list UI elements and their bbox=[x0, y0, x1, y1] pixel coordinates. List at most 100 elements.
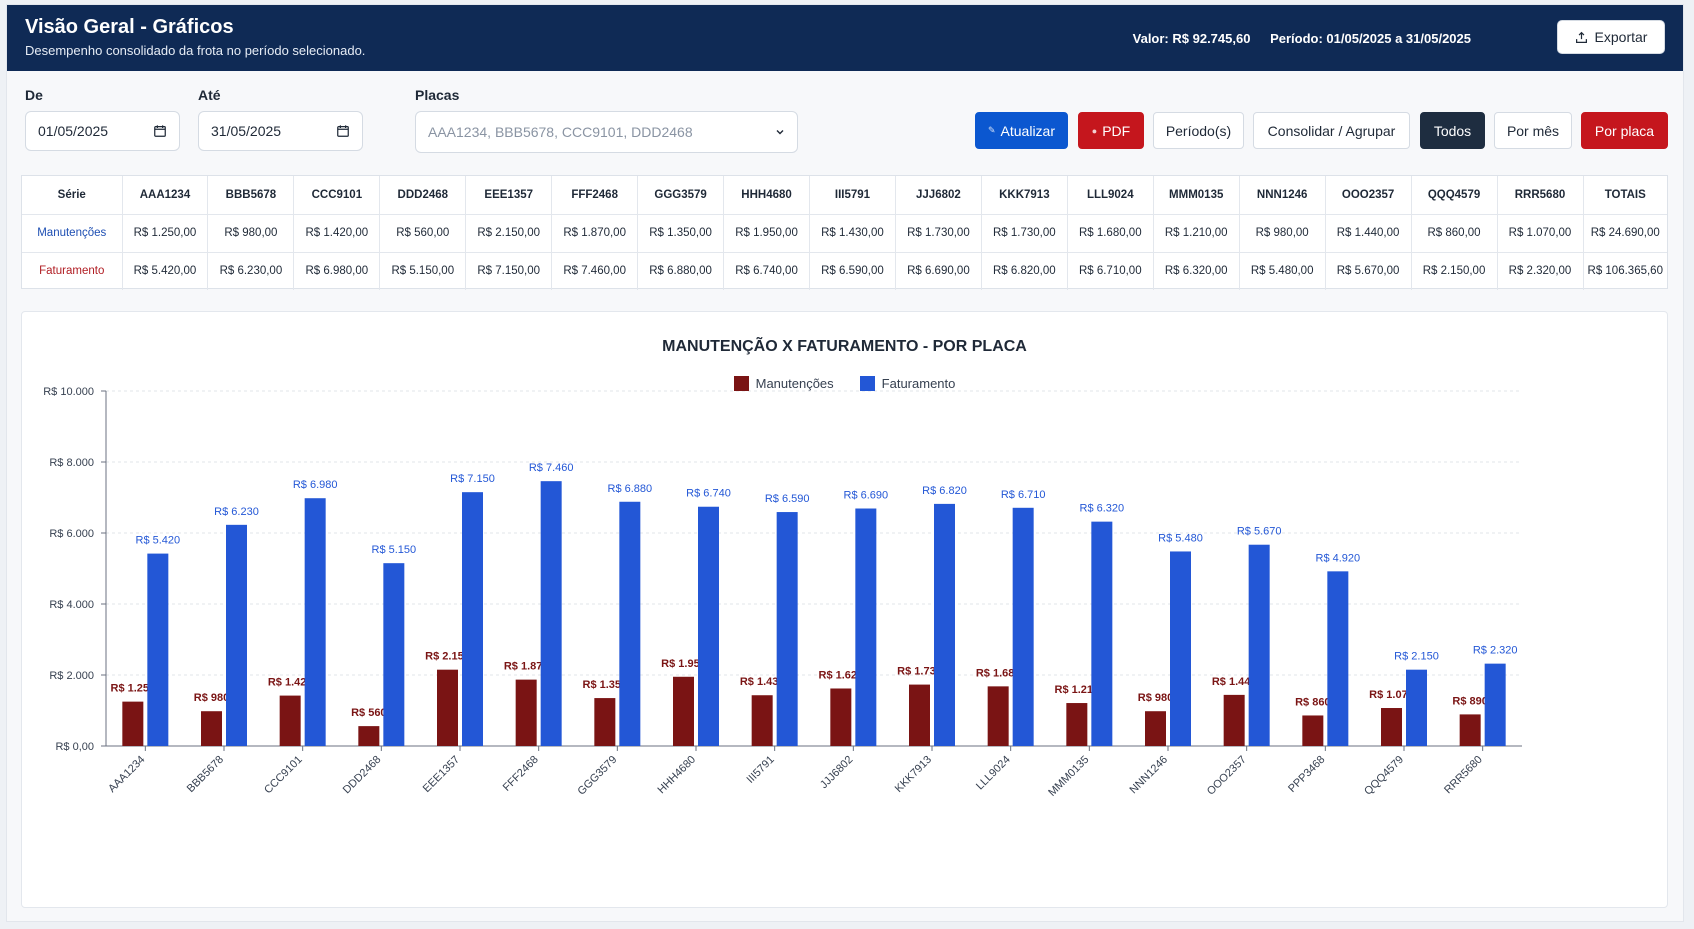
data-label: R$ 6.980 bbox=[293, 479, 338, 491]
summary-table: Série AAA1234 BBB5678 CCC9101 DDD2468 EEE1357… bbox=[21, 175, 1668, 290]
periodos-button[interactable]: Período(s) bbox=[1153, 112, 1244, 149]
data-label: R$ 2.320 bbox=[1473, 645, 1518, 657]
column-header: HHH4680 bbox=[723, 176, 810, 215]
bar-manutencoes bbox=[515, 679, 537, 746]
column-header: RRR5680 bbox=[1497, 176, 1584, 215]
todos-button[interactable]: Todos bbox=[1420, 112, 1485, 149]
legend-label-faturamento: Faturamento bbox=[881, 376, 956, 391]
export-button[interactable]: Exportar bbox=[1557, 20, 1665, 54]
x-tick-label: HHH4680 bbox=[655, 754, 698, 797]
bar-manutencoes bbox=[1381, 708, 1402, 746]
data-label: R$ 890 bbox=[1452, 695, 1487, 707]
data-label: R$ 5.420 bbox=[136, 535, 181, 547]
calendar-icon[interactable] bbox=[153, 124, 167, 138]
data-label: R$ 1.420 bbox=[268, 677, 313, 689]
de-label: De bbox=[25, 87, 43, 103]
bar-manutencoes bbox=[830, 688, 852, 746]
column-header: LLL9024 bbox=[1067, 176, 1154, 215]
atualizar-label: Atualizar bbox=[1000, 122, 1055, 139]
y-tick-label: R$ 10.000 bbox=[43, 386, 94, 398]
pdf-button[interactable]: ● PDF bbox=[1078, 112, 1144, 149]
column-header: FFF2468 bbox=[551, 176, 639, 215]
table-cell: R$ 2.150,00 bbox=[1411, 252, 1498, 290]
table-cell: R$ 1.440,00 bbox=[1325, 214, 1412, 253]
header-stats: Valor: R$ 92.745,60 Período: 01/05/2025 … bbox=[1117, 31, 1471, 46]
table-cell: R$ 1.950,00 bbox=[723, 214, 810, 253]
bar-faturamento bbox=[619, 501, 641, 746]
bar-faturamento bbox=[1091, 521, 1113, 746]
legend-item-manutencoes[interactable]: Manutenções bbox=[733, 376, 834, 391]
bar-manutencoes bbox=[122, 701, 144, 746]
x-tick-label: AAA1234 bbox=[106, 754, 147, 795]
por-mes-button[interactable]: Por mês bbox=[1494, 112, 1572, 149]
por-placa-label: Por placa bbox=[1594, 122, 1655, 139]
bar-manutencoes bbox=[1302, 715, 1324, 746]
table-cell: R$ 5.480,00 bbox=[1239, 252, 1326, 290]
table-cell: R$ 6.230,00 bbox=[207, 252, 295, 290]
table-cell: R$ 5.420,00 bbox=[122, 252, 209, 290]
column-header: GGG3579 bbox=[637, 176, 725, 215]
de-date-input[interactable]: 01/05/2025 bbox=[25, 111, 180, 151]
table-cell: R$ 1.070,00 bbox=[1497, 214, 1584, 253]
data-label: R$ 2.150 bbox=[1394, 651, 1439, 663]
chevron-down-icon bbox=[776, 130, 784, 135]
bar-faturamento bbox=[540, 481, 562, 746]
atualizar-button[interactable]: ✎ Atualizar bbox=[975, 112, 1068, 149]
y-tick-label: R$ 6.000 bbox=[49, 528, 94, 540]
placas-select[interactable]: AAA1234, BBB5678, CCC9101, DDD2468 bbox=[415, 111, 798, 153]
x-tick-label: NNN1246 bbox=[1127, 754, 1170, 797]
table-cell: R$ 6.980,00 bbox=[293, 252, 381, 290]
table-cell: R$ 5.150,00 bbox=[379, 252, 467, 290]
table-cell: R$ 1.680,00 bbox=[1067, 214, 1154, 253]
column-header: QQQ4579 bbox=[1411, 176, 1498, 215]
table-cell: R$ 2.320,00 bbox=[1497, 252, 1584, 290]
bar-faturamento bbox=[1327, 571, 1349, 746]
todos-label: Todos bbox=[1433, 122, 1472, 139]
bar-faturamento bbox=[855, 508, 877, 746]
table-header-row: Série AAA1234 BBB5678 CCC9101 DDD2468 EEE1357… bbox=[22, 176, 1667, 215]
por-placa-button[interactable]: Por placa bbox=[1581, 112, 1668, 149]
ate-date-input[interactable]: 31/05/2025 bbox=[198, 111, 363, 151]
row-series-name[interactable]: Manutenções bbox=[22, 214, 123, 253]
table-row: Manutenções R$ 1.250,00 R$ 980,00 R$ 1.420,… bbox=[22, 214, 1667, 253]
app-frame: Visão Geral - Gráficos Desempenho consol… bbox=[6, 4, 1684, 922]
por-mes-label: Por mês bbox=[1506, 122, 1560, 139]
data-label: R$ 1.620 bbox=[819, 669, 864, 681]
data-label: R$ 1.350 bbox=[583, 679, 628, 691]
x-tick-label: BBB5678 bbox=[185, 754, 226, 795]
table-cell: R$ 1.430,00 bbox=[809, 214, 896, 253]
table-cell: R$ 6.710,00 bbox=[1067, 252, 1154, 290]
table-cell: R$ 980,00 bbox=[1239, 214, 1326, 253]
column-header: III5791 bbox=[809, 176, 896, 215]
row-series-name[interactable]: Faturamento bbox=[22, 252, 123, 290]
export-icon bbox=[1575, 31, 1587, 43]
column-header: EEE1357 bbox=[465, 176, 553, 215]
bar-manutencoes bbox=[1145, 711, 1166, 746]
legend-swatch-manutencoes bbox=[733, 376, 749, 391]
bar-faturamento bbox=[698, 506, 719, 746]
bar-manutencoes bbox=[673, 676, 694, 746]
table-cell: R$ 24.690,00 bbox=[1583, 214, 1667, 253]
consolidar-button[interactable]: Consolidar / Agrupar bbox=[1253, 112, 1410, 149]
legend-item-faturamento[interactable]: Faturamento bbox=[859, 376, 956, 391]
calendar-icon[interactable] bbox=[336, 124, 350, 138]
de-date-value: 01/05/2025 bbox=[38, 123, 109, 139]
column-header: BBB5678 bbox=[207, 176, 295, 215]
x-tick-label: PPP3468 bbox=[1286, 754, 1327, 795]
bar-faturamento bbox=[1406, 669, 1427, 746]
bar-faturamento bbox=[1484, 663, 1506, 746]
bar-manutencoes bbox=[594, 698, 616, 746]
table-cell: R$ 6.820,00 bbox=[981, 252, 1068, 290]
column-header: OOO2357 bbox=[1325, 176, 1412, 215]
bar-manutencoes bbox=[437, 669, 458, 746]
bar-chart: R$ 0,00 R$ 2.000 R$ 4.000 R$ 6.000 R$ 8.000 R… bbox=[43, 386, 1522, 799]
column-header-serie: Série bbox=[22, 176, 123, 215]
data-label: R$ 7.460 bbox=[529, 462, 574, 474]
chart-legend: Manutenções Faturamento bbox=[22, 376, 1667, 391]
periodos-label: Período(s) bbox=[1165, 122, 1232, 139]
bar-manutencoes bbox=[201, 711, 222, 746]
x-tick-label: KKK7913 bbox=[893, 754, 934, 795]
data-label: R$ 6.740 bbox=[686, 488, 731, 500]
placas-placeholder: AAA1234, BBB5678, CCC9101, DDD2468 bbox=[428, 124, 693, 140]
table-cell: R$ 1.730,00 bbox=[895, 214, 982, 253]
